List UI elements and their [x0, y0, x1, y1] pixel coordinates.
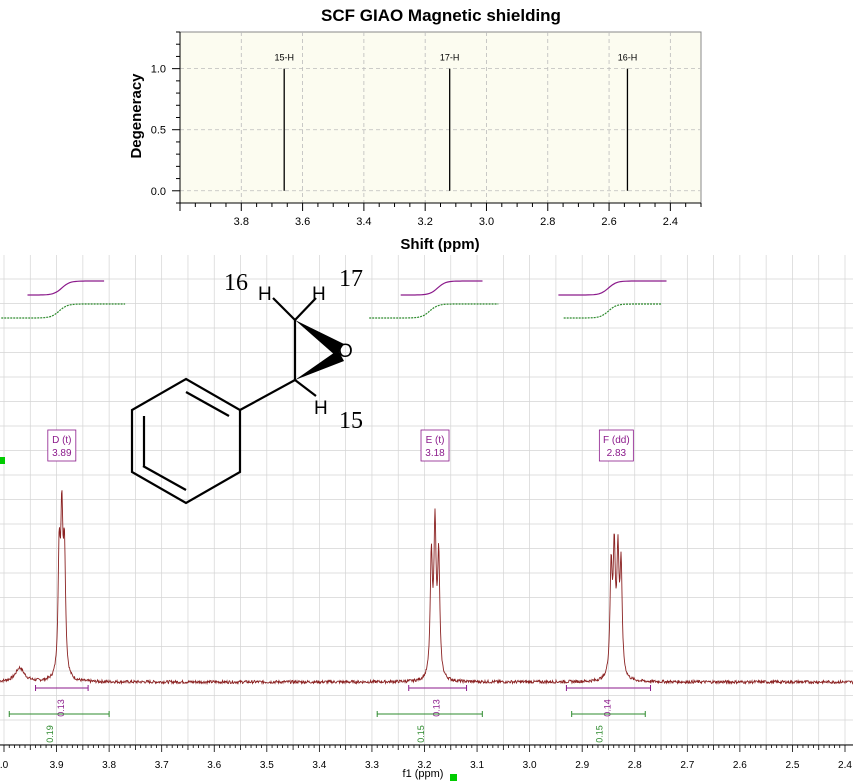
- top-grid: [180, 32, 701, 203]
- top-plot-area: [179, 31, 702, 204]
- top-chart: SCF GIAO Magnetic shielding 15-H 17-H 16-H…: [128, 6, 702, 253]
- bottom-x-tick-label: 2.5: [785, 760, 799, 771]
- bond: [272, 297, 296, 321]
- bottom-x-tick-label: 2.6: [733, 760, 747, 771]
- oxygen-label: O: [338, 341, 353, 362]
- ring-double-bond: [185, 391, 230, 417]
- bottom-x-tick-label: 3.9: [50, 760, 64, 771]
- top-sticks: 15-H 17-H 16-H: [274, 53, 637, 191]
- stick-label: 17-H: [440, 53, 460, 63]
- multiplet-box: [420, 429, 450, 462]
- bottom-x-tick-label: 3.5: [260, 760, 274, 771]
- multiplet-shift: 3.89: [52, 448, 72, 459]
- bottom-multiplet-labels: D (t) 3.89 E (t) 3.18 F (dd) 2.83: [47, 429, 634, 462]
- bottom-x-tick-label: 3.1: [470, 760, 484, 771]
- bottom-x-tick-label: 3.3: [365, 760, 379, 771]
- bottom-x-tick-label: 3.6: [207, 760, 221, 771]
- hydrogen-label: H: [258, 284, 272, 305]
- bond: [239, 379, 296, 411]
- bottom-x-tick-label: 2.9: [575, 760, 589, 771]
- green-marker-left: [0, 457, 5, 464]
- styrene-oxide-structure: 16 H H 17 O H 15: [130, 266, 363, 505]
- integral-value: 0.15: [416, 725, 426, 743]
- wedge-bond: [295, 320, 344, 356]
- bottom-x-tick-label: 3.7: [155, 760, 169, 771]
- bottom-x-tick-label: 3.8: [102, 760, 116, 771]
- top-y-ticks: 0.0 0.5 1.0: [151, 31, 180, 204]
- top-x-tick-label: 3.6: [295, 216, 310, 228]
- bottom-x-axis-label: f1 (ppm): [403, 768, 444, 780]
- integral-curve: [563, 303, 662, 319]
- top-x-tick-label: 3.8: [234, 216, 249, 228]
- atom-number-16: 16: [224, 270, 248, 296]
- bond: [294, 297, 317, 321]
- bottom-x-tick-label: 3.0: [523, 760, 537, 771]
- integral-value: 0.14: [602, 699, 612, 717]
- top-x-axis-label: Shift (ppm): [400, 236, 479, 253]
- multiplet-label: D (t): [52, 435, 71, 446]
- stick-label: 16-H: [618, 53, 638, 63]
- bottom-x-tick-label: 2.8: [628, 760, 642, 771]
- integral-curve: [558, 280, 667, 296]
- bond: [294, 379, 317, 397]
- multiplet-shift: 2.83: [607, 448, 627, 459]
- bottom-x-ticks: .0 3.9 3.8 3.7 3.6 3.5 3.4 3.3 3.2 3.1 3.0 2.9 2.8 2.…: [0, 745, 852, 771]
- spectrum-line: [0, 490, 853, 686]
- integral-value: 0.13: [432, 699, 442, 717]
- ring-double-bond: [142, 465, 187, 491]
- top-x-tick-label: 2.8: [540, 216, 555, 228]
- top-y-tick-label: 0.5: [151, 125, 166, 137]
- bottom-x-tick-label: 3.2: [418, 760, 432, 771]
- top-y-tick-label: 1.0: [151, 64, 166, 76]
- hydrogen-label: H: [312, 284, 326, 305]
- bottom-x-tick-label: 2.7: [680, 760, 694, 771]
- green-marker-bottom: [450, 774, 457, 781]
- multiplet-label: E (t): [426, 435, 445, 446]
- atom-number-17: 17: [339, 266, 363, 292]
- hydrogen-label: H: [314, 398, 328, 419]
- integral-curve: [369, 303, 499, 319]
- bottom-plot-area: [0, 255, 853, 745]
- wedge-bond: [295, 350, 344, 380]
- top-x-tick-label: 3.0: [479, 216, 494, 228]
- integral-value: 0.19: [45, 725, 55, 743]
- top-x-tick-label: 2.6: [601, 216, 616, 228]
- bottom-integrals: 0.130.190.130.150.140.15: [1, 280, 667, 743]
- multiplet-box: [47, 429, 77, 462]
- integral-curve: [27, 280, 105, 296]
- bottom-x-tick-label: .0: [0, 760, 9, 771]
- multiplet-box: [598, 429, 634, 462]
- bottom-x-tick-label: 2.4: [838, 760, 852, 771]
- top-x-ticks: 3.8 3.6 3.4 3.2 3.0 2.8 2.6 2.4: [179, 203, 702, 228]
- top-y-axis-label: Degeneracy: [128, 73, 145, 159]
- integral-curve: [400, 280, 483, 296]
- bottom-x-tick-label: 3.4: [312, 760, 326, 771]
- multiplet-label: F (dd): [603, 435, 630, 446]
- bottom-chart: 0.130.190.130.150.140.15 D (t)3.89E (t)3…: [0, 255, 853, 781]
- integral-value: 0.15: [594, 725, 604, 743]
- top-x-tick-label: 2.4: [663, 216, 678, 228]
- top-y-tick-label: 0.0: [151, 186, 166, 198]
- integral-value: 0.13: [56, 699, 66, 717]
- top-x-tick-label: 3.2: [418, 216, 433, 228]
- integral-curve: [1, 303, 126, 319]
- multiplet-shift: 3.18: [425, 448, 445, 459]
- top-x-tick-label: 3.4: [356, 216, 371, 228]
- top-chart-title: SCF GIAO Magnetic shielding: [321, 6, 561, 25]
- atom-number-15: 15: [339, 408, 363, 434]
- stick-label: 15-H: [274, 53, 294, 63]
